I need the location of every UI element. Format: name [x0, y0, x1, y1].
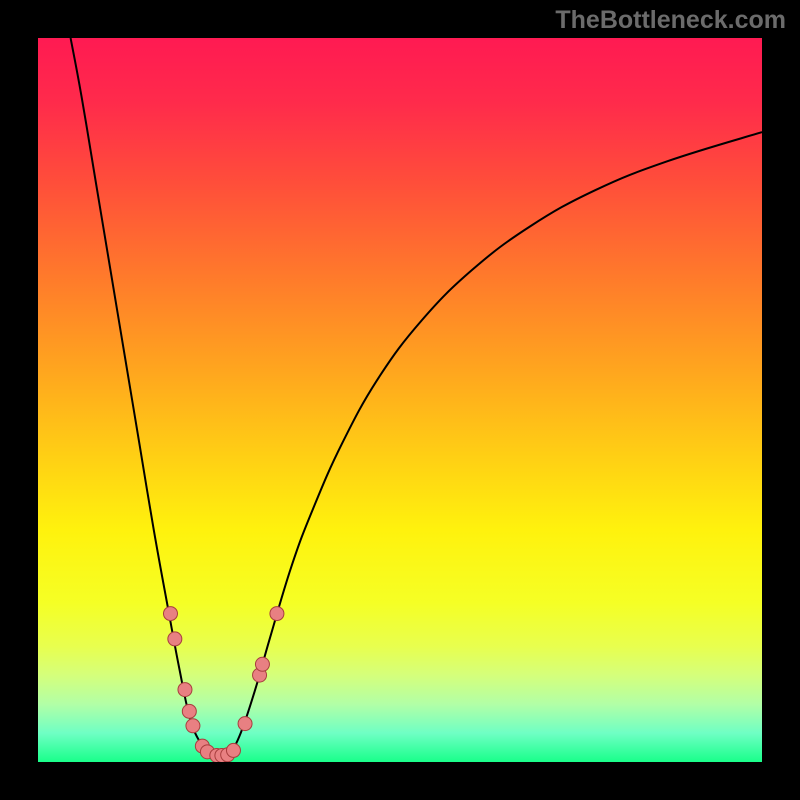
data-marker	[238, 717, 252, 731]
plot-background	[38, 38, 762, 762]
chart-svg	[0, 0, 800, 800]
data-marker	[255, 657, 269, 671]
data-marker	[182, 704, 196, 718]
data-marker	[168, 632, 182, 646]
outer-frame: TheBottleneck.com	[0, 0, 800, 800]
data-marker	[226, 743, 240, 757]
watermark-text: TheBottleneck.com	[555, 6, 786, 35]
data-marker	[270, 607, 284, 621]
data-marker	[163, 607, 177, 621]
data-marker	[178, 683, 192, 697]
data-marker	[186, 719, 200, 733]
